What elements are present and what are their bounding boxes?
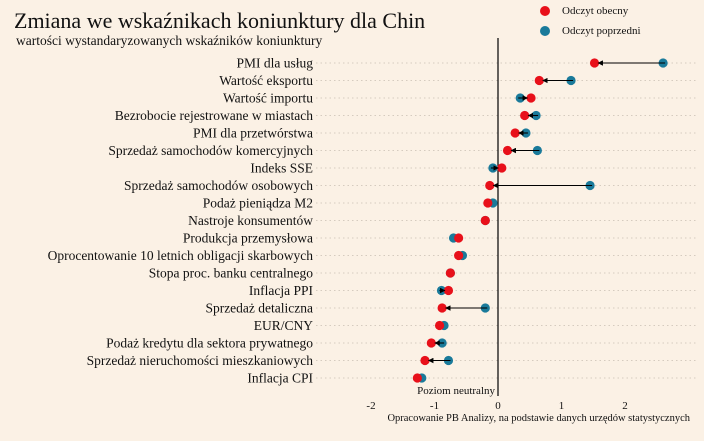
row-label: Sprzedaż samochodów komercyjnych	[108, 143, 313, 158]
row-label: Nastroje konsumentów	[188, 213, 313, 228]
current-dot	[502, 145, 513, 156]
row-label: Wartość eksportu	[219, 73, 313, 88]
row-label: EUR/CNY	[254, 318, 314, 333]
chart-title: Zmiana we wskaźnikach koniunktury dla Ch…	[14, 8, 426, 33]
row-label: Stopa proc. banku centralnego	[149, 266, 313, 281]
current-dot	[426, 338, 436, 348]
x-tick-label: 0	[495, 400, 501, 412]
row-label: Indeks SSE	[250, 161, 313, 176]
row-label: Wartość importu	[223, 91, 313, 106]
row-label: Sprzedaż detaliczna	[205, 301, 313, 316]
row-label: Produkcja przemysłowa	[183, 231, 313, 246]
row-label: Inflacja CPI	[247, 371, 313, 386]
legend-label-current: Odczyt obecny	[562, 5, 629, 17]
current-dot	[412, 373, 422, 383]
row-label: Sprzedaż samochodów osobowych	[124, 178, 313, 193]
legend-dot-current	[540, 6, 550, 16]
current-dot	[520, 110, 530, 121]
current-dot	[454, 233, 464, 243]
neutral-label: Poziom neutralny	[417, 385, 495, 397]
current-dot	[589, 58, 600, 68]
current-dot	[483, 198, 493, 208]
legend-label-previous: Odczyt poprzedni	[562, 25, 641, 37]
current-dot	[526, 93, 536, 103]
current-dot	[497, 163, 507, 173]
x-tick-label: -2	[366, 400, 375, 412]
legend-dot-previous	[540, 26, 550, 36]
current-dot	[434, 320, 445, 331]
row-label: Inflacja PPI	[249, 283, 314, 298]
row-label: Sprzedaż nieruchomości mieszkaniowych	[87, 353, 314, 368]
row-label: PMI dla usług	[236, 56, 313, 71]
current-dot	[443, 285, 454, 296]
row-label: PMI dla przetwórstwa	[193, 126, 313, 141]
current-dot	[510, 128, 520, 138]
current-dot	[437, 303, 447, 313]
chart-subtitle: wartości wystandaryzowanych wskaźników k…	[16, 33, 323, 48]
current-dot	[420, 355, 430, 366]
current-dot	[480, 215, 490, 226]
current-dot	[454, 250, 464, 261]
x-tick-label: 1	[559, 400, 565, 412]
row-label: Bezrobocie rejestrowane w miastach	[115, 108, 314, 123]
row-label: Oprocentowanie 10 letnich obligacji skar…	[48, 248, 314, 263]
current-dot	[534, 75, 544, 86]
row-label: Podaż pieniądza M2	[203, 196, 313, 211]
current-dot	[445, 268, 455, 278]
current-dot	[485, 180, 495, 191]
x-tick-label: -1	[430, 400, 439, 412]
row-label: Podaż kredytu dla sektora prywatnego	[106, 336, 313, 351]
x-tick-label: 2	[622, 400, 628, 412]
source-note: Opracowanie PB Analizy, na podstawie dan…	[387, 413, 690, 424]
